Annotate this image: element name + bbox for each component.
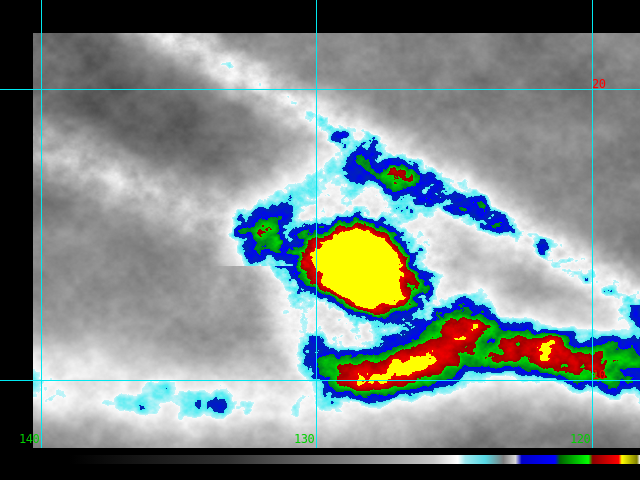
infrared-satellite-image[interactable] <box>33 33 640 448</box>
meridian-line-120 <box>592 0 593 448</box>
satellite-image-area[interactable] <box>0 0 640 448</box>
meridian-line-140 <box>41 0 42 448</box>
parallel-line-20 <box>0 89 640 90</box>
latitude-label-20: 20 <box>592 77 606 91</box>
meridian-line-130 <box>316 0 317 448</box>
status-bar: 10001GOES-18132SEP2524519102009339096450… <box>0 464 640 480</box>
longitude-label-130: 130 <box>294 432 315 446</box>
colorbar-gradient <box>33 455 640 464</box>
latitude-label-10: 10 <box>592 368 606 382</box>
enhancement-colorbar <box>33 455 640 464</box>
longitude-label-120: 120 <box>570 432 591 446</box>
parallel-line-10 <box>0 380 640 381</box>
longitude-label-140: 140 <box>19 432 40 446</box>
